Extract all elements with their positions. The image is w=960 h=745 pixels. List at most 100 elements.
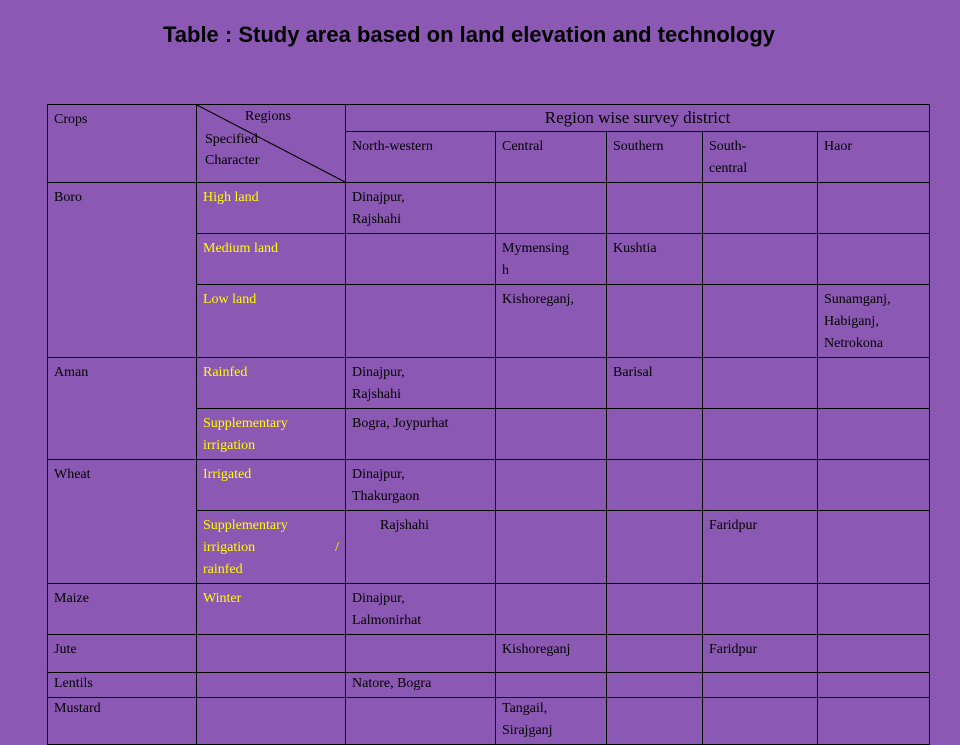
cell-line: Dinajpur, xyxy=(352,591,405,606)
col-north-western: North-western xyxy=(345,131,496,183)
col-southern: Southern xyxy=(606,131,703,183)
cell xyxy=(702,182,818,234)
crop-jute: Jute xyxy=(47,634,197,673)
table-row: Maize Winter Dinajpur, Lalmonirhat xyxy=(47,583,931,635)
cell-line: Mymensing xyxy=(502,241,569,256)
crop-boro: Boro xyxy=(47,182,197,358)
cell xyxy=(816,459,931,511)
header-row-1: Crops Regions Specified Character Region… xyxy=(47,104,931,183)
cell: Kishoreganj xyxy=(495,634,607,673)
cell xyxy=(345,233,496,285)
cell xyxy=(702,459,818,511)
col-south-central: South-central xyxy=(702,131,818,183)
cell: Tangail, Sirajganj xyxy=(495,697,607,745)
header-character: Character xyxy=(205,153,260,168)
cell: Kishoreganj, xyxy=(495,284,607,358)
cell xyxy=(196,697,346,745)
cell: Dinajpur, Rajshahi xyxy=(345,182,496,234)
cell: Mymensing h xyxy=(495,233,607,285)
header-regions: Regions xyxy=(245,109,291,124)
cell xyxy=(606,672,703,698)
char-rainfed: Rainfed xyxy=(196,357,346,409)
cell xyxy=(345,697,496,745)
table-row: Supplementary irrigation Bogra, Joypurhat xyxy=(48,408,931,460)
cell: Kushtia xyxy=(606,233,703,285)
header-crops-label: Crops xyxy=(54,112,88,127)
cell xyxy=(606,459,703,511)
cell: Dinajpur, Rajshahi xyxy=(345,357,496,409)
char-low-land: Low land xyxy=(196,284,346,358)
cell xyxy=(606,408,703,460)
cell xyxy=(495,583,607,635)
table-row: Boro High land Dinajpur, Rajshahi xyxy=(47,182,931,358)
cell-line: h xyxy=(502,263,509,278)
cell xyxy=(495,672,607,698)
cell: Rajshahi xyxy=(345,510,496,584)
cell xyxy=(816,697,931,745)
table-row: Aman Rainfed Dinajpur, Rajshahi Barisal xyxy=(47,357,931,460)
cell xyxy=(606,634,703,673)
char-winter: Winter xyxy=(196,583,346,635)
crop-mustard: Mustard xyxy=(47,697,197,745)
cell xyxy=(702,408,818,460)
cell-line: rainfed xyxy=(203,562,243,577)
cell: Faridpur xyxy=(702,510,818,584)
header-region-wise-label: Region wise survey district xyxy=(544,108,731,127)
cell-line: irrigation xyxy=(203,438,256,453)
cell xyxy=(606,697,703,745)
cell: Bogra, Joypurhat xyxy=(345,408,496,460)
cell-line: Sirajganj xyxy=(502,723,553,738)
cell: Faridpur xyxy=(702,634,818,673)
cell-line: Supplementary xyxy=(203,416,288,431)
cell xyxy=(702,672,818,698)
table-row: Supplementary irrigation / rainfed Rajsha… xyxy=(48,510,931,584)
cell-line: Habiganj, xyxy=(824,314,879,329)
cell xyxy=(816,408,931,460)
char-supplementary-irrigation-rainfed: Supplementary irrigation / rainfed xyxy=(196,510,346,584)
cell: Dinajpur, Lalmonirhat xyxy=(345,583,496,635)
cell xyxy=(816,233,931,285)
cell xyxy=(702,697,818,745)
crop-lentils: Lentils xyxy=(47,672,197,698)
cell xyxy=(495,459,607,511)
cell xyxy=(702,284,818,358)
study-area-table: Crops Regions Specified Character Region… xyxy=(47,104,931,745)
col-central: Central xyxy=(495,131,607,183)
table-row: Jute Kishoreganj Faridpur xyxy=(47,634,931,673)
table-row: Medium land Mymensing h Kushtia xyxy=(48,233,931,285)
cell-word: irrigation xyxy=(203,540,256,555)
table-row: Low land Kishoreganj, Sunamganj, Habiganj… xyxy=(48,284,931,358)
header-specified: Specified xyxy=(205,132,258,147)
cell-line: irrigation / xyxy=(203,537,339,559)
table-row: Wheat Irrigated Dinajpur, Thakurgaon xyxy=(47,459,931,584)
cell xyxy=(495,182,607,234)
cell xyxy=(702,233,818,285)
char-irrigated: Irrigated xyxy=(196,459,346,511)
cell xyxy=(816,672,931,698)
cell: Natore, Bogra xyxy=(345,672,496,698)
header-region-wise: Region wise survey district xyxy=(344,104,931,132)
cell xyxy=(702,583,818,635)
cell: Dinajpur, Thakurgaon xyxy=(345,459,496,511)
crop-aman: Aman xyxy=(47,357,197,460)
cell xyxy=(495,408,607,460)
cell xyxy=(816,182,931,234)
cell-line: Lalmonirhat xyxy=(352,613,422,628)
table-row: Mustard Tangail, Sirajganj xyxy=(47,697,931,745)
cell xyxy=(345,284,496,358)
table-row: Lentils Natore, Bogra xyxy=(47,672,931,698)
cell xyxy=(702,357,818,409)
crop-wheat: Wheat xyxy=(47,459,197,584)
cell-word: / xyxy=(335,540,339,555)
cell-line: Netrokona xyxy=(824,336,884,351)
col-south-central-line1: South- xyxy=(709,139,747,154)
cell xyxy=(816,357,931,409)
cell xyxy=(495,357,607,409)
cell-line: Dinajpur, xyxy=(352,467,405,482)
cell xyxy=(816,634,931,673)
cell-line: Sunamganj, xyxy=(824,292,891,307)
header-row-2: North-western Central Southern South-cen… xyxy=(48,131,931,183)
cell-line: Thakurgaon xyxy=(352,489,420,504)
char-medium-land: Medium land xyxy=(196,233,346,285)
header-crops: Crops xyxy=(47,104,197,183)
